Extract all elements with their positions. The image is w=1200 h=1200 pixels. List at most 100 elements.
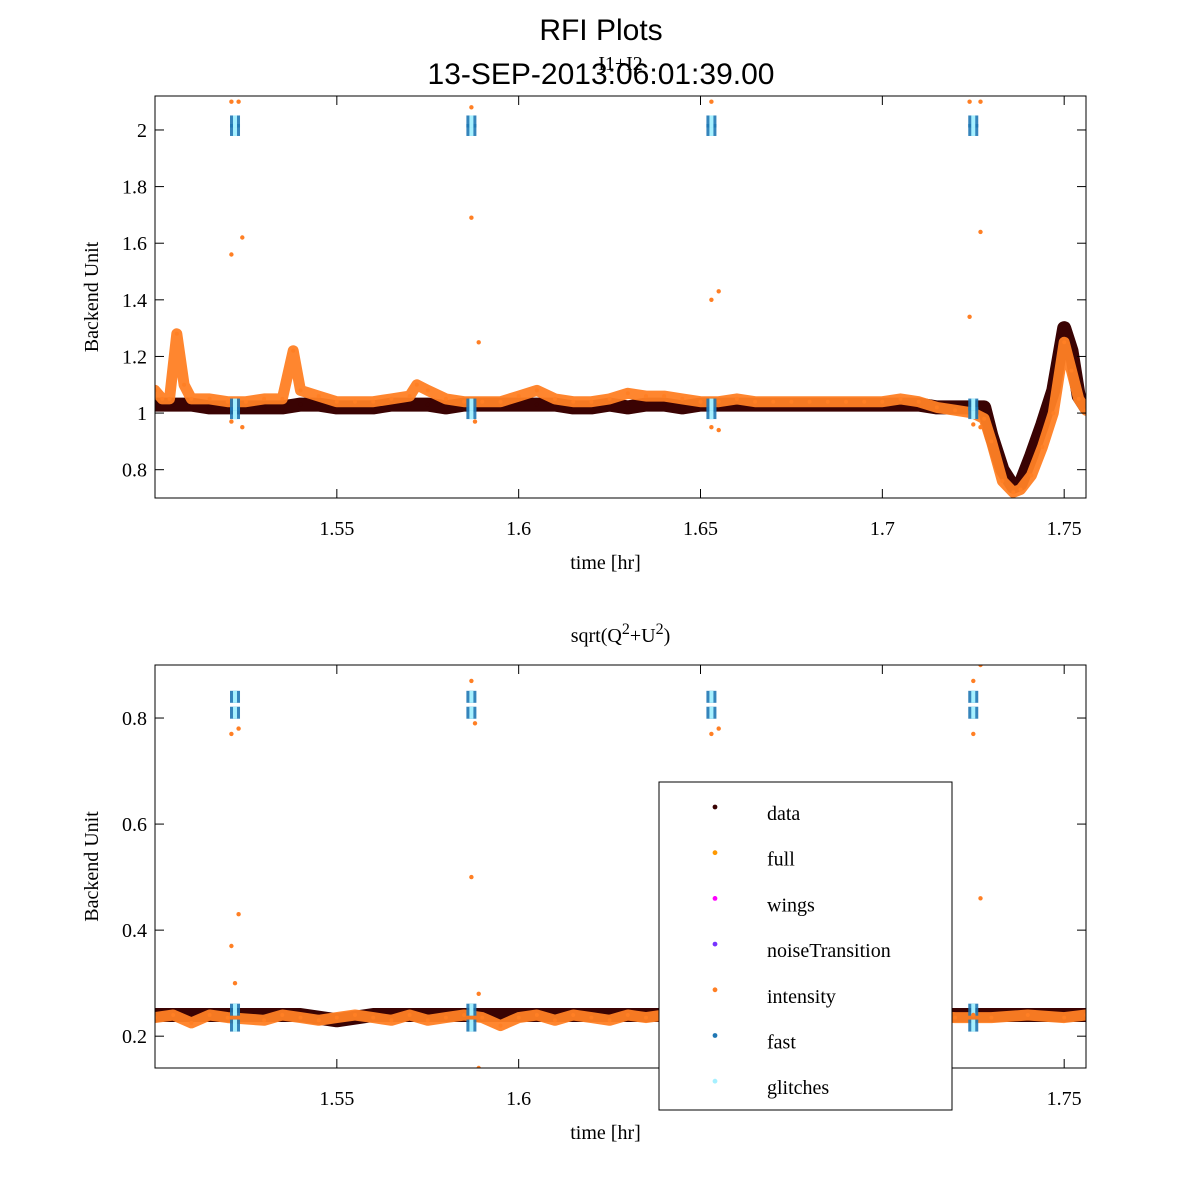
- y-tick-label: 1.2: [122, 346, 147, 368]
- point-intensity: [498, 1023, 503, 1028]
- point-intensity: [207, 1013, 212, 1017]
- glitch-marker: [469, 706, 474, 719]
- point-intensity: [716, 399, 721, 404]
- point-data: [1029, 453, 1034, 458]
- point-intensity: [1018, 487, 1023, 492]
- point-intensity: [414, 382, 419, 387]
- x-tick-label: 1.75: [1047, 1088, 1082, 1110]
- point-intensity: [844, 399, 848, 404]
- point-intensity: [989, 439, 994, 444]
- point-data: [207, 405, 212, 410]
- point-intensity: [316, 394, 321, 399]
- point-data: [280, 405, 285, 410]
- y-tick-label: 1.6: [122, 233, 147, 255]
- outlier-point: [469, 874, 474, 880]
- y-axis-label: Backend Unit: [81, 811, 103, 922]
- legend-marker-full: [712, 850, 718, 856]
- legend: data full wings noiseTransition intensity fas…: [658, 781, 953, 1111]
- x-tick-label: 1.55: [319, 518, 354, 540]
- point-data: [443, 405, 448, 410]
- legend-marker-glitches: [712, 1078, 718, 1084]
- point-intensity: [734, 396, 739, 401]
- x-axis-label: time [hr]: [570, 1122, 641, 1144]
- outlier-point: [236, 726, 241, 731]
- point-intensity: [771, 399, 776, 404]
- point-intensity: [298, 388, 303, 393]
- point-intensity: [553, 396, 557, 401]
- outlier-point: [469, 105, 474, 110]
- point-intensity: [480, 399, 485, 404]
- point-data: [680, 405, 685, 410]
- outlier-point: [240, 425, 245, 430]
- glitch-marker: [971, 115, 976, 128]
- point-intensity: [425, 388, 430, 393]
- y-tick-label: 1: [137, 403, 147, 425]
- outlier-point: [967, 99, 972, 104]
- glitch-marker: [971, 1003, 976, 1016]
- point-intensity: [182, 382, 187, 387]
- point-intensity: [916, 399, 921, 404]
- axes-frame: [154, 95, 1087, 499]
- point-intensity: [953, 1015, 958, 1020]
- point-intensity: [680, 396, 685, 401]
- point-intensity: [174, 331, 179, 336]
- point-intensity: [480, 1015, 485, 1020]
- figure-title: RFI Plots: [539, 14, 662, 47]
- y-tick-label: 1.4: [122, 290, 147, 312]
- point-intensity: [298, 1015, 303, 1020]
- outlier-point: [978, 665, 983, 668]
- outlier-point: [709, 99, 714, 104]
- point-intensity: [825, 399, 830, 404]
- outlier-point: [229, 731, 234, 737]
- glitch-marker: [233, 690, 238, 703]
- y-tick-label: 0.4: [122, 920, 147, 942]
- point-intensity: [516, 394, 521, 399]
- x-tick-label: 1.6: [506, 1088, 531, 1110]
- outlier-point: [716, 726, 721, 731]
- glitch-marker: [469, 407, 474, 420]
- outlier-point: [716, 427, 721, 433]
- point-intensity: [1062, 340, 1067, 345]
- glitch-marker: [709, 690, 714, 703]
- point-intensity: [1069, 368, 1074, 373]
- glitch-marker: [233, 123, 238, 136]
- point-data: [407, 402, 412, 407]
- legend-label-noiseTransition: noiseTransition: [767, 940, 891, 962]
- y-tick-label: 0.6: [122, 814, 147, 836]
- outlier-point: [971, 1012, 976, 1018]
- legend-marker-intensity: [712, 987, 718, 993]
- point-intensity: [262, 396, 267, 401]
- glitch-marker: [709, 407, 714, 420]
- outlier-point: [716, 289, 721, 294]
- point-intensity: [607, 396, 612, 401]
- x-axis-label: time [hr]: [570, 552, 641, 574]
- point-intensity: [389, 1018, 394, 1023]
- outlier-point: [236, 658, 240, 662]
- point-intensity: [880, 399, 885, 404]
- point-data: [316, 402, 321, 407]
- legend-marker-noiseTransition: [712, 941, 718, 947]
- outlier-point: [236, 912, 241, 917]
- legend-marker-data: [712, 804, 718, 810]
- point-intensity: [316, 1018, 321, 1023]
- legend-label-wings: wings: [767, 894, 815, 916]
- legend-label-fast: fast: [767, 1032, 796, 1054]
- point-intensity: [371, 399, 376, 404]
- outlier-point: [709, 658, 713, 662]
- legend-marker-wings: [712, 896, 718, 901]
- outlier-point: [229, 658, 233, 662]
- point-intensity: [698, 399, 703, 404]
- point-intensity: [334, 399, 339, 404]
- point-intensity: [443, 1015, 448, 1020]
- outlier-point: [236, 99, 241, 104]
- glitch-marker: [469, 690, 474, 703]
- outlier-point: [229, 99, 234, 104]
- glitch-marker: [469, 115, 474, 128]
- point-intensity: [989, 1015, 994, 1020]
- outlier-point: [717, 658, 721, 662]
- point-intensity: [291, 348, 296, 353]
- outlier-point: [971, 678, 976, 684]
- point-intensity: [662, 394, 667, 399]
- x-tick-label: 1.55: [319, 1088, 354, 1110]
